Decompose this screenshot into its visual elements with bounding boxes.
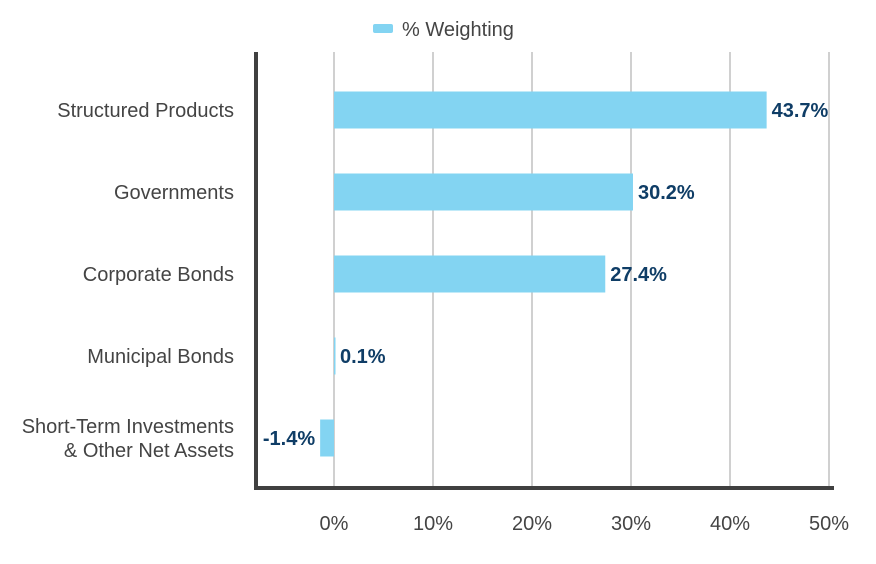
x-tick-label-2: 20% <box>512 513 552 535</box>
bar-1 <box>334 173 633 211</box>
bar-3 <box>334 337 336 375</box>
category-label-1: Governments <box>114 182 234 204</box>
x-tick-label-4: 40% <box>710 513 750 535</box>
axes <box>254 52 834 490</box>
data-label-3: 0.1% <box>340 346 386 368</box>
data-labels: 43.7% 30.2% 27.4% 0.1% -1.4% <box>263 100 829 450</box>
legend: % Weighting <box>373 19 514 41</box>
category-label-2: Corporate Bonds <box>83 264 234 286</box>
x-tick-label-0: 0% <box>320 513 349 535</box>
legend-label: % Weighting <box>402 19 514 41</box>
category-label-4-line-0: Short-Term Investments <box>22 416 234 438</box>
bar-4 <box>320 419 334 457</box>
x-tick-label-5: 50% <box>809 513 849 535</box>
x-tick-label-1: 10% <box>413 513 453 535</box>
data-label-1: 30.2% <box>638 182 695 204</box>
x-tick-label-3: 30% <box>611 513 651 535</box>
data-label-0: 43.7% <box>772 100 829 122</box>
category-label-3: Municipal Bonds <box>87 346 234 368</box>
bar-2 <box>334 255 606 293</box>
data-label-4: -1.4% <box>263 428 315 450</box>
data-label-2: 27.4% <box>610 264 667 286</box>
category-label-0: Structured Products <box>57 100 234 122</box>
x-tick-labels: 0% 10% 20% 30% 40% 50% <box>320 513 850 535</box>
legend-swatch <box>373 24 393 33</box>
bars <box>320 91 767 457</box>
category-label-4-line-1: & Other Net Assets <box>64 440 234 462</box>
category-labels: Structured Products Governments Corporate … <box>22 100 234 462</box>
bar-0 <box>334 91 767 129</box>
